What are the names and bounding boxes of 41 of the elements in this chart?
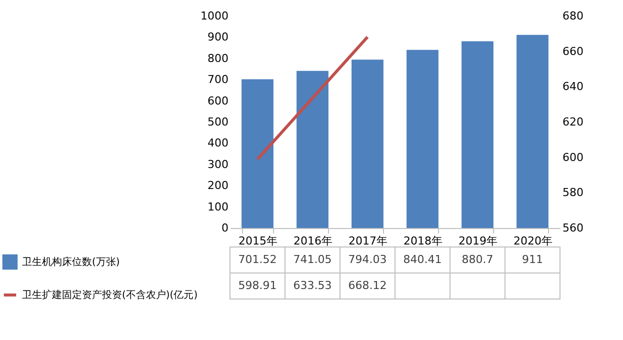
- y2-tick-label: 620: [562, 116, 584, 128]
- x-tick-label: 2020年: [514, 234, 552, 248]
- x-tick-label: 2015年: [238, 234, 278, 248]
- bar: [516, 34, 548, 228]
- y-tick-label: 1000: [200, 10, 228, 22]
- bar: [462, 41, 494, 228]
- data-label: 598.91: [238, 279, 277, 292]
- data-label: 911: [522, 253, 543, 266]
- x-tick-label: 2018年: [404, 234, 442, 248]
- y2-tick-label: 660: [562, 44, 584, 58]
- x-tick-label: 2016年: [294, 234, 332, 248]
- data-label: 701.52: [238, 253, 277, 266]
- data-label: 633.53: [293, 279, 332, 292]
- data-label: 840.41: [403, 253, 442, 266]
- y-tick-label: 900: [208, 30, 228, 44]
- data-label: 794.03: [348, 253, 387, 266]
- x-tick-label: 2017年: [348, 234, 388, 248]
- y-tick-label: 200: [208, 179, 228, 192]
- y2-tick-label: 560: [562, 222, 584, 234]
- y-tick-label: 600: [208, 94, 228, 108]
- y2-tick-label: 600: [562, 150, 584, 164]
- data-label: 668.12: [348, 279, 387, 292]
- y-tick-label: 0: [222, 222, 228, 234]
- y-tick-label: 100: [208, 200, 228, 214]
- bar: [352, 60, 384, 228]
- data-label: 741.05: [293, 253, 332, 266]
- y-tick-label: 700: [208, 73, 228, 86]
- y-tick-label: 300: [208, 158, 228, 171]
- legend-label: 卫生机构床位数(万张): [22, 256, 120, 268]
- x-tick-label: 2019年: [458, 234, 498, 248]
- bar: [242, 79, 274, 228]
- y2-tick-label: 580: [562, 186, 584, 200]
- y2-tick-label: 680: [562, 10, 584, 22]
- y-tick-label: 500: [208, 116, 228, 128]
- data-label: 880.7: [462, 253, 494, 266]
- y-tick-label: 400: [208, 136, 228, 150]
- y-tick-label: 800: [208, 52, 228, 65]
- legend-label: 卫生扩建固定资产投资(不含农户)(亿元): [22, 289, 198, 301]
- bar: [296, 70, 328, 228]
- y2-tick-label: 640: [562, 80, 584, 94]
- bar: [406, 50, 438, 228]
